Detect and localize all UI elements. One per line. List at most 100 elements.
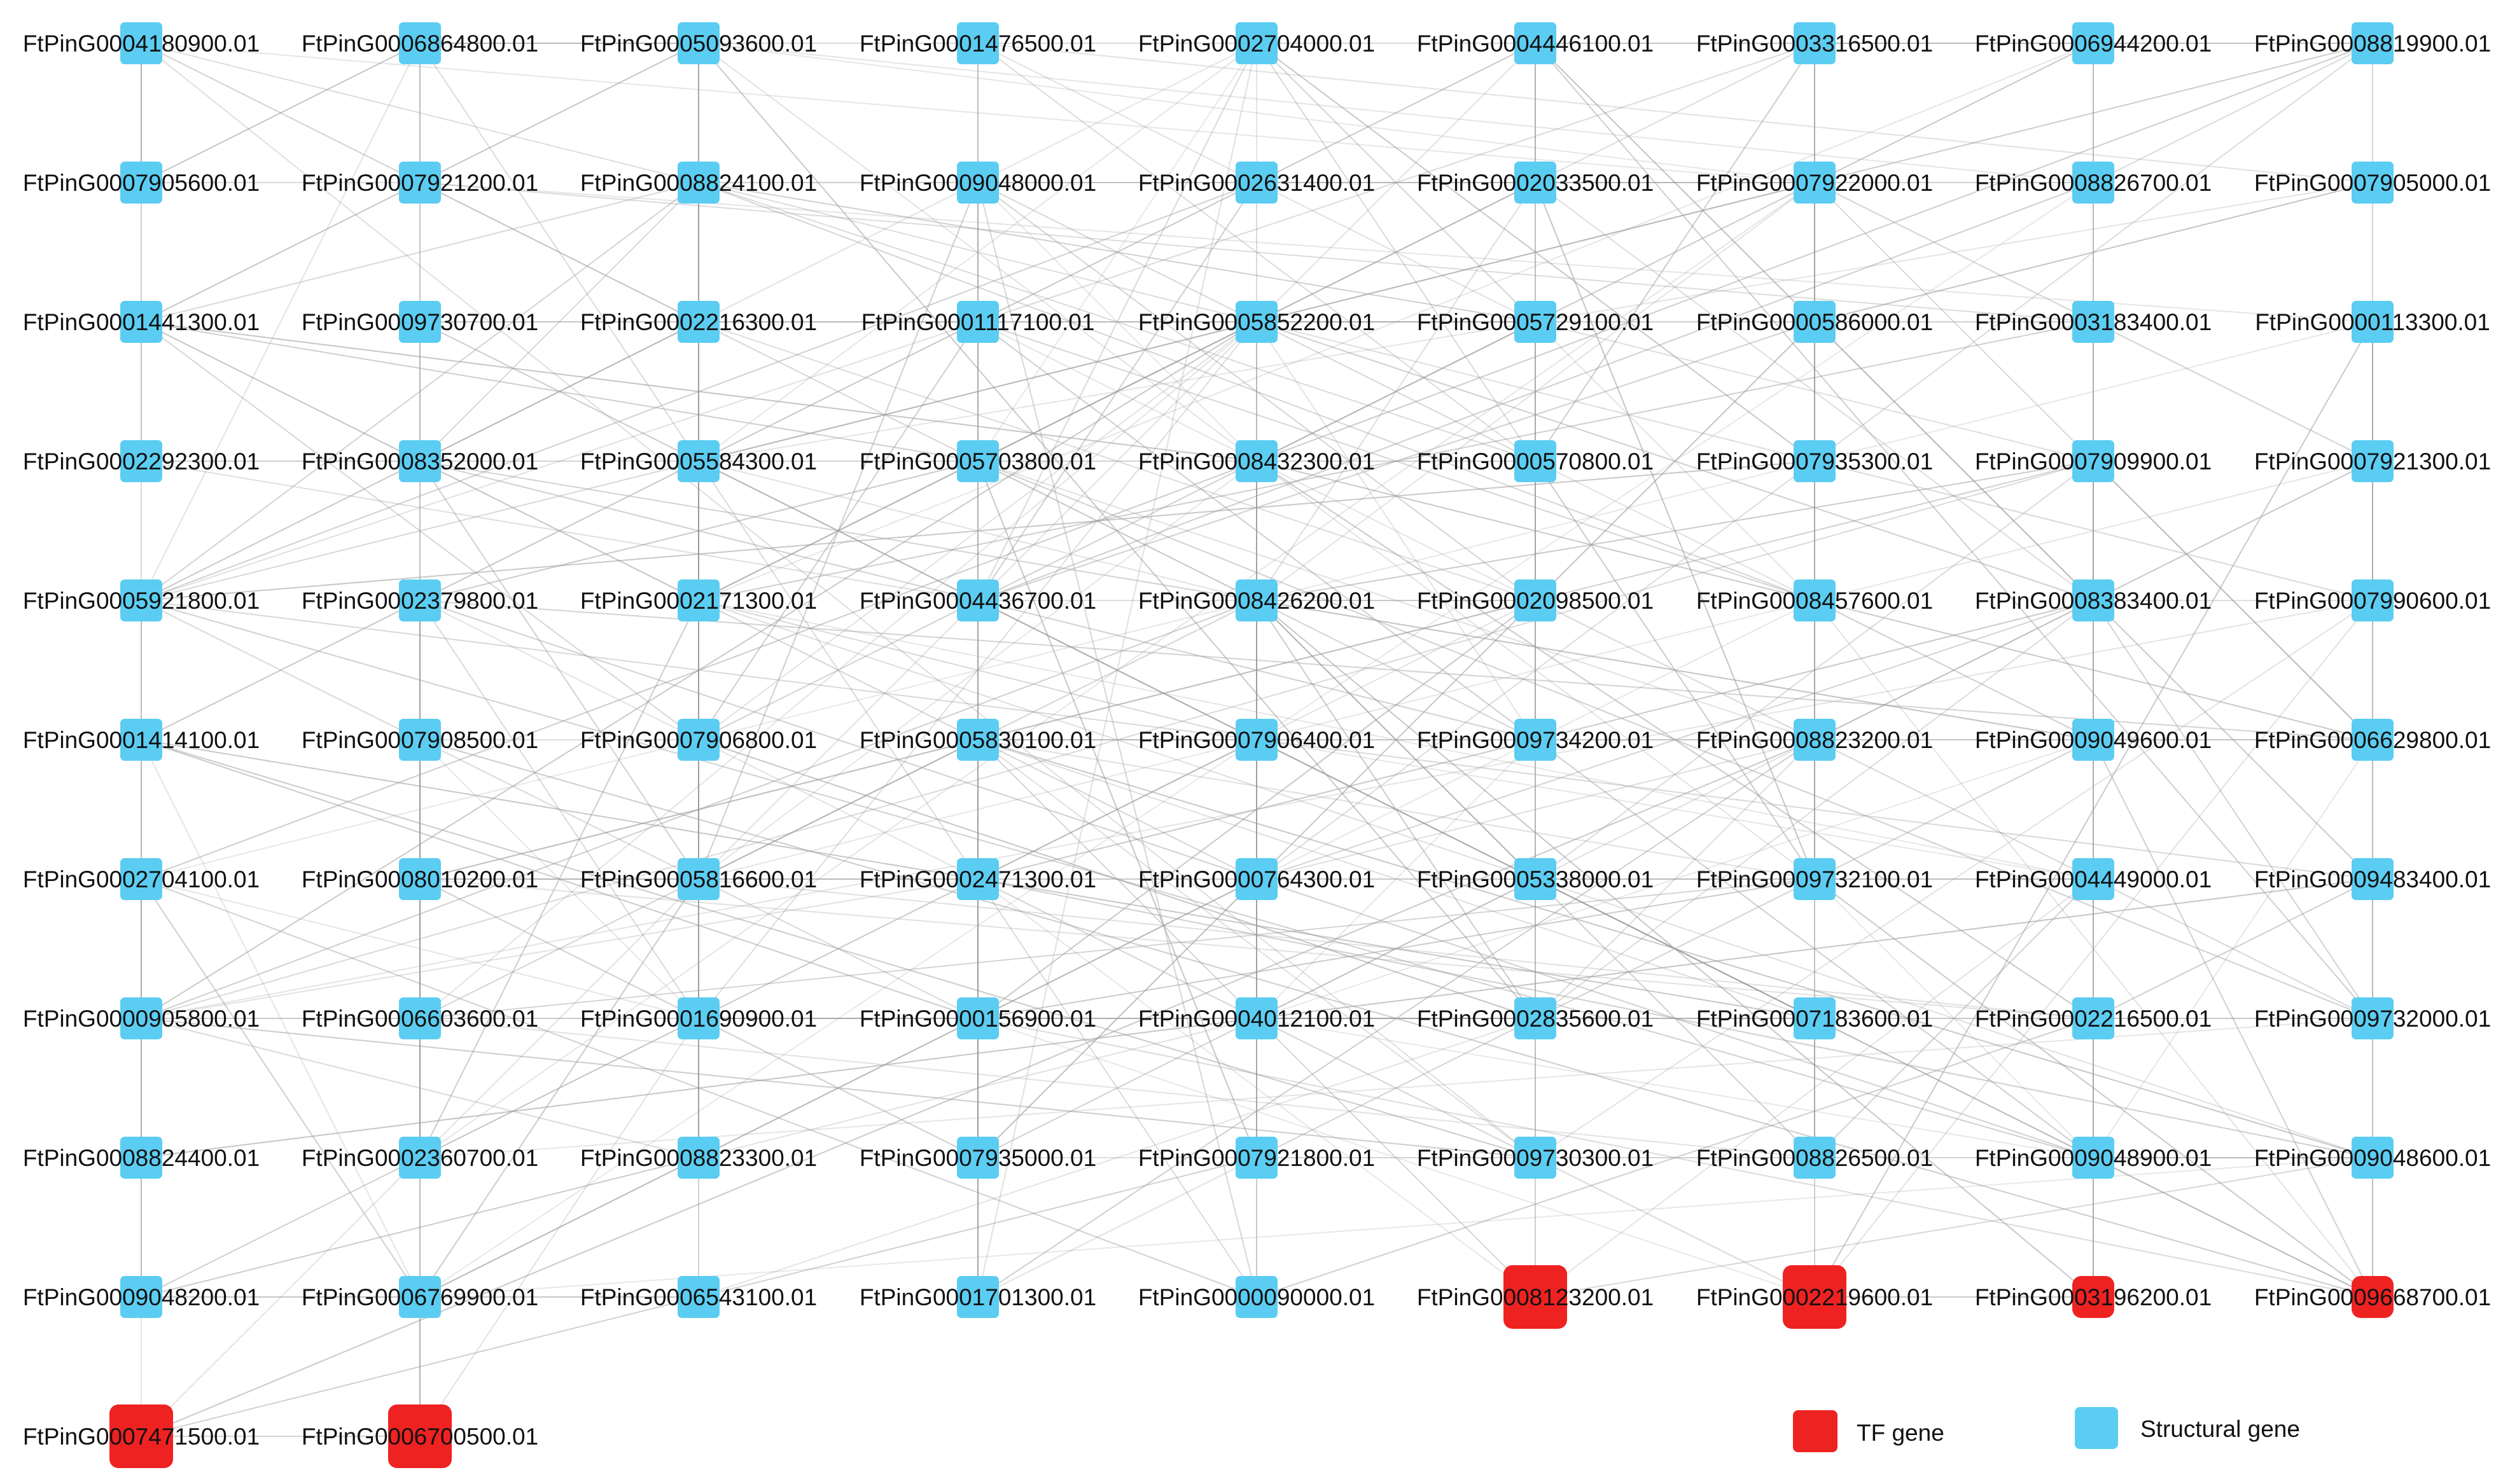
structural-gene-node[interactable] <box>1514 162 1556 204</box>
structural-gene-node[interactable] <box>2072 22 2114 64</box>
structural-gene-node[interactable] <box>2352 579 2394 621</box>
structural-gene-node[interactable] <box>1794 719 1836 761</box>
structural-gene-node[interactable] <box>957 1137 999 1179</box>
structural-gene-node[interactable] <box>678 1276 720 1318</box>
structural-gene-node[interactable] <box>957 1276 999 1318</box>
structural-gene-node[interactable] <box>1794 997 1836 1039</box>
structural-gene-node[interactable] <box>1514 858 1556 900</box>
structural-gene-node[interactable] <box>2352 997 2394 1039</box>
structural-gene-node[interactable] <box>957 440 999 482</box>
structural-gene-node[interactable] <box>1514 579 1556 621</box>
tf-gene-node[interactable] <box>1783 1265 1846 1329</box>
structural-gene-node[interactable] <box>957 301 999 343</box>
structural-gene-node[interactable] <box>678 719 720 761</box>
structural-gene-node[interactable] <box>1236 579 1278 621</box>
structural-gene-node[interactable] <box>957 22 999 64</box>
structural-gene-node[interactable] <box>957 579 999 621</box>
structural-gene-node[interactable] <box>678 579 720 621</box>
structural-gene-node[interactable] <box>1514 22 1556 64</box>
structural-gene-node[interactable] <box>957 162 999 204</box>
network-edge <box>1814 878 2373 1298</box>
structural-gene-node[interactable] <box>399 858 441 900</box>
structural-gene-node[interactable] <box>399 997 441 1039</box>
structural-gene-node[interactable] <box>957 858 999 900</box>
structural-gene-node[interactable] <box>2072 579 2114 621</box>
structural-gene-node[interactable] <box>957 719 999 761</box>
structural-gene-node[interactable] <box>399 719 441 761</box>
structural-gene-node[interactable] <box>2072 858 2114 900</box>
structural-gene-node[interactable] <box>1794 579 1836 621</box>
structural-gene-node[interactable] <box>2072 1137 2114 1179</box>
structural-gene-node[interactable] <box>1514 719 1556 761</box>
structural-gene-node[interactable] <box>120 858 162 900</box>
structural-gene-node[interactable] <box>678 997 720 1039</box>
structural-gene-node[interactable] <box>2072 997 2114 1039</box>
structural-gene-node[interactable] <box>120 22 162 64</box>
structural-gene-node[interactable] <box>1794 22 1836 64</box>
structural-gene-node[interactable] <box>678 440 720 482</box>
structural-gene-node[interactable] <box>678 162 720 204</box>
structural-gene-node[interactable] <box>1236 301 1278 343</box>
tf-gene-node[interactable] <box>109 1404 173 1468</box>
structural-gene-node[interactable] <box>399 1137 441 1179</box>
tf-gene-node[interactable] <box>388 1404 452 1468</box>
structural-gene-node[interactable] <box>2072 440 2114 482</box>
structural-gene-node[interactable] <box>1514 301 1556 343</box>
structural-gene-node[interactable] <box>120 579 162 621</box>
tf-gene-node[interactable] <box>2072 1276 2114 1318</box>
structural-gene-node[interactable] <box>1236 997 1278 1039</box>
structural-gene-node[interactable] <box>678 1137 720 1179</box>
structural-gene-node[interactable] <box>120 997 162 1039</box>
structural-gene-node[interactable] <box>120 440 162 482</box>
structural-gene-node[interactable] <box>120 162 162 204</box>
structural-gene-node[interactable] <box>1794 440 1836 482</box>
structural-gene-node[interactable] <box>1794 162 1836 204</box>
structural-gene-node[interactable] <box>399 162 441 204</box>
structural-gene-node[interactable] <box>2352 440 2394 482</box>
structural-gene-node[interactable] <box>2072 719 2114 761</box>
structural-gene-node[interactable] <box>2352 1137 2394 1179</box>
structural-gene-node[interactable] <box>2352 162 2394 204</box>
structural-gene-node[interactable] <box>120 301 162 343</box>
structural-gene-node[interactable] <box>957 997 999 1039</box>
structural-gene-node[interactable] <box>1514 997 1556 1039</box>
structural-gene-node[interactable] <box>120 1137 162 1179</box>
structural-gene-node[interactable] <box>399 440 441 482</box>
network-edge <box>141 1157 421 1298</box>
network-edge <box>1256 600 2094 740</box>
gene-node-label: FtPinG0008819900.01 <box>2254 31 2491 57</box>
structural-gene-node[interactable] <box>1794 858 1836 900</box>
structural-gene-node[interactable] <box>678 301 720 343</box>
tf-gene-node[interactable] <box>2352 1276 2394 1318</box>
structural-gene-node[interactable] <box>2352 301 2394 343</box>
structural-gene-node[interactable] <box>1236 1276 1278 1318</box>
structural-gene-node[interactable] <box>1236 22 1278 64</box>
structural-gene-node[interactable] <box>1236 440 1278 482</box>
structural-gene-node[interactable] <box>1236 719 1278 761</box>
structural-gene-node[interactable] <box>2352 22 2394 64</box>
structural-gene-node[interactable] <box>120 719 162 761</box>
network-edge <box>1256 321 2094 601</box>
structural-gene-node[interactable] <box>1236 858 1278 900</box>
structural-gene-node[interactable] <box>120 1276 162 1318</box>
structural-gene-node[interactable] <box>1236 1137 1278 1179</box>
structural-gene-node[interactable] <box>1794 301 1836 343</box>
structural-gene-node[interactable] <box>1236 162 1278 204</box>
structural-gene-node[interactable] <box>399 579 441 621</box>
structural-gene-node[interactable] <box>2072 301 2114 343</box>
structural-gene-node[interactable] <box>2352 719 2394 761</box>
tf-gene-node[interactable] <box>1503 1265 1567 1329</box>
structural-gene-node[interactable] <box>1514 1137 1556 1179</box>
structural-gene-node[interactable] <box>1794 1137 1836 1179</box>
structural-gene-node[interactable] <box>678 22 720 64</box>
structural-gene-node[interactable] <box>2352 858 2394 900</box>
structural-gene-node[interactable] <box>1514 440 1556 482</box>
structural-gene-node[interactable] <box>399 301 441 343</box>
structural-gene-node[interactable] <box>399 22 441 64</box>
structural-gene-node[interactable] <box>399 1276 441 1318</box>
network-edge <box>698 321 2094 601</box>
structural-gene-node[interactable] <box>678 858 720 900</box>
gene-node-label: FtPinG0007922000.01 <box>1696 170 1933 196</box>
structural-gene-node[interactable] <box>2072 162 2114 204</box>
network-edge <box>419 1157 2373 1298</box>
